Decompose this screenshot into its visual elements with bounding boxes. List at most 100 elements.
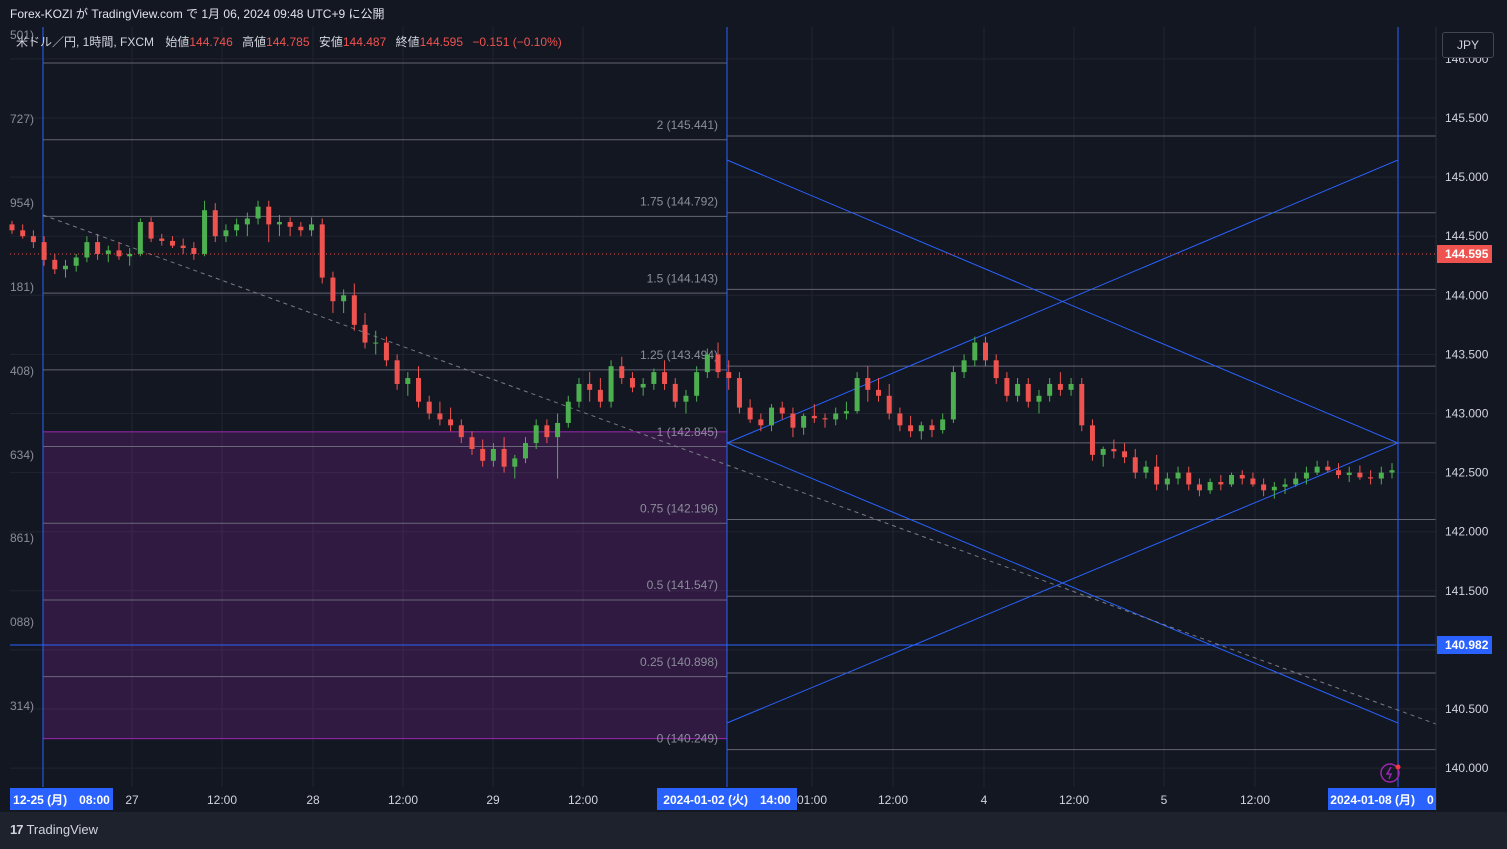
candle-body [1293,478,1299,485]
price-axis[interactable]: 146.000145.500145.000144.500144.000143.5… [1435,27,1507,812]
candle-body [137,222,143,254]
tradingview-logo[interactable]: 17 TradingView [10,822,98,837]
candle-body [544,425,550,438]
price-axis-bg [1436,27,1507,812]
price-tick-label: 144.000 [1445,288,1489,302]
candle-body [1239,474,1245,479]
candle-body [619,366,625,379]
price-tick-label: 145.000 [1445,170,1489,184]
fib-zone-rect [42,431,728,740]
candle-body [20,230,26,237]
candle-body [1047,383,1053,396]
left-level-label: 088) [10,615,34,629]
time-tick-label: 5 [1161,793,1168,807]
candle-body [191,248,197,254]
candle-body [865,378,871,390]
replay-icon[interactable] [1380,763,1401,783]
candle-body [1089,425,1095,455]
legend-high-label: 高値 [242,34,266,49]
candle-body [1314,466,1320,473]
candle-body [1336,470,1342,475]
fib-levels: 2 (145.441) 1.75 (144.792) 1.5 (144.143) 1.… [43,62,1436,812]
candle-body [394,360,400,384]
price-chart[interactable]: 2 (145.441) 1.75 (144.792) 1.5 (144.143) 1.… [0,27,1507,812]
fib-level-label: 1.5 (144.143) [647,271,718,285]
candle-body [490,448,496,461]
candle-body [1196,484,1202,491]
trend-dashed-line [42,214,1437,725]
candle-body [736,378,742,408]
time-tick-label: 12:00 [388,793,418,807]
candles[interactable] [9,200,1395,499]
candle-body [854,378,860,412]
candle-body [1368,477,1374,479]
footer-brand: TradingView [26,822,99,837]
candle-body [1025,383,1031,402]
left-level-label: 861) [10,531,34,545]
candle-body [266,206,272,225]
candle-body [993,360,999,379]
legend-open-label: 始値 [165,34,189,49]
candle-body [576,383,582,402]
candle-body [448,419,454,426]
candle-body [769,407,775,426]
candle-body [105,250,111,254]
time-tick-label: 12:00 [1059,793,1089,807]
candle-body [950,372,956,420]
candle-body [1218,482,1224,485]
svg-text:米ドル／円, 1時間, FXCM 始値144.7: 米ドル／円, 1時間, FXCM 始値144.746 高値144.785 安値1… [16,34,562,49]
time-highlight-label: 2024-01-02 (火) 14:00 [663,793,791,807]
candle-body [501,448,507,467]
candle-body [330,277,336,302]
candle-body [897,413,903,426]
fib-level-label: 0.75 (142.196) [640,502,718,516]
candle-body [319,224,325,278]
tv-logo-icon: 17 [10,822,24,837]
trend-line [726,442,1399,724]
candle-body [1122,451,1128,458]
candle-body [62,265,68,270]
candle-body [1357,472,1363,478]
time-highlight-badge [657,788,797,810]
candle-body [1132,457,1138,473]
fib-zone [42,431,728,740]
candle-body [1164,478,1170,485]
legend-low: 144.487 [343,35,387,49]
candle-body [234,224,240,231]
time-tick-label: 12:00 [207,793,237,807]
candle-body [565,401,571,423]
time-tick-label: 12:00 [568,793,598,807]
candle-body [255,206,261,219]
candle-body [1261,484,1267,491]
candle-body [715,354,721,373]
candle-body [202,210,208,254]
candle-body [1154,466,1160,485]
candle-body [1100,448,1106,455]
candle-body [587,383,593,390]
candle-body [373,342,379,344]
left-level-label: 634) [10,448,34,462]
legend-high: 144.785 [266,35,310,49]
candle-body [811,415,817,419]
fib-level-label: 0 (140.249) [657,732,718,746]
candle-body [159,238,165,241]
candle-body [1378,472,1384,479]
candle-body [1057,383,1063,390]
left-level-label: 501) [10,28,34,42]
time-tick-label: 4 [981,793,988,807]
left-level-label: 408) [10,364,34,378]
legend: 米ドル／円, 1時間, FXCM 始値144.746 高値144.785 安値1… [16,34,562,49]
price-tick-label: 143.500 [1445,347,1489,361]
trend-drawings [10,27,1437,787]
candle-body [180,245,186,249]
price-tick-label: 142.000 [1445,525,1489,539]
time-axis[interactable]: 27 12:00 28 12:00 29 12:00 01:00 12:00 4 12:00 5 12… [0,787,1436,812]
candle-body [1004,378,1010,396]
time-tick-label: 29 [486,793,500,807]
fib-level-label: 1.25 (143.494) [640,348,718,362]
time-highlight-label: 12-25 (月) 08:00 [13,793,110,807]
chart-background [0,27,1507,812]
currency-button[interactable]: JPY [1442,32,1494,58]
candle-body [1346,472,1352,475]
candle-body [84,242,90,258]
